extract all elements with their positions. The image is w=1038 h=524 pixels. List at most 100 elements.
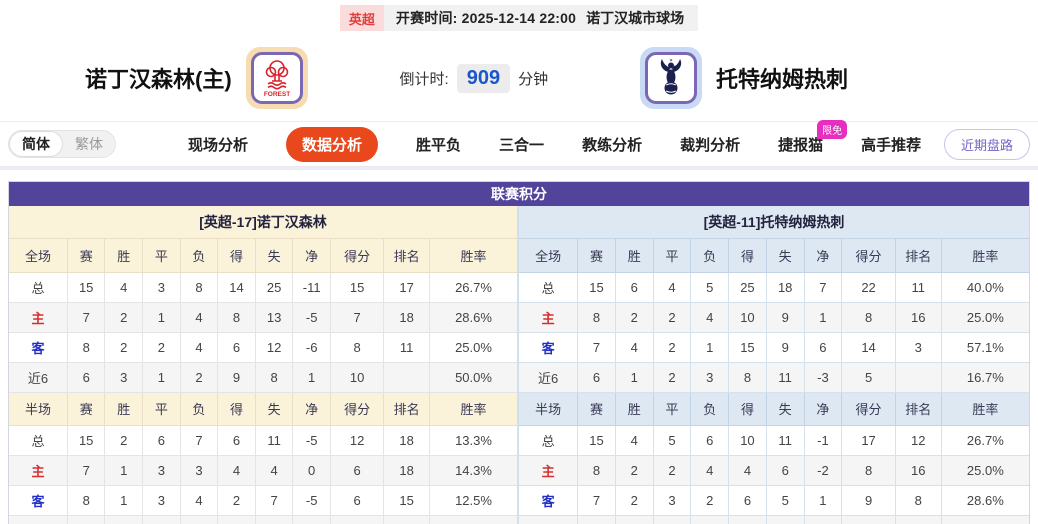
stat-cell: 16.7% [940,362,1029,393]
half-row-home: 主 8 2 2 4 4 6 -2 8 16 25.0% [519,455,1029,486]
stat-cell: 13.3% [429,425,517,456]
column-header: 胜 [614,239,654,273]
stat-cell: 1 [142,302,181,333]
stat-cell: 11 [254,425,294,456]
column-header: 净 [803,392,843,426]
stat-cell: 5 [690,272,730,303]
column-header: 胜率 [429,392,517,426]
row-label: 总 [9,272,68,303]
standings-sections: [英超-17]诺丁汉森林 全场赛胜平负得失净得分 排名 胜率总 15 4 3 8 14 25 -11… [9,206,1029,524]
stat-cell: 12 [254,332,294,363]
stat-cell: 15 [728,332,767,363]
stat-cell: 2 [217,515,256,524]
stat-cell: 3 [179,455,219,486]
stat-cell: 4 [179,485,219,516]
countdown: 倒计时: 909 分钟 [308,63,640,93]
stat-cell: 6 [765,515,805,524]
stat-cell: -5 [292,425,331,456]
tab-3[interactable]: 胜平负 [416,136,462,154]
tab-8[interactable]: 高手推荐 [861,136,922,154]
countdown-value: 909 [456,63,511,93]
column-header: 失 [765,392,805,426]
stat-cell: 8 [577,302,616,333]
stat-cell: 1 [690,332,730,363]
row-label: 客 [519,332,579,363]
stat-cell: 7 [66,302,106,333]
stat-cell: 6 [728,485,767,516]
tab-7[interactable]: 捷报猫 限免 [778,119,848,155]
stat-cell: 2 [652,332,692,363]
countdown-unit: 分钟 [518,70,549,88]
stat-cell: 2 [652,455,692,486]
column-header: 排名 [383,392,430,426]
stat-cell: 16 [894,302,942,333]
stat-cell: 2 [614,485,654,516]
stat-cell: 3 [142,485,181,516]
stat-cell: 10 [728,302,767,333]
stat-cell: -5 [292,302,331,333]
stat-cell: 6 [329,455,385,486]
full-row-total: 总 15 4 3 8 14 25 -11 15 17 26.7% [9,272,517,303]
column-header: 得分 [329,392,385,426]
kickoff-time: 开赛时间: 2025-12-14 22:00 [395,10,577,26]
stat-cell: 40.0% [940,272,1029,303]
league-standings: 联赛积分 [英超-17]诺丁汉森林 全场赛胜平负得失净得分 排名 胜率总 15 4 3 8 14… [8,181,1030,524]
stat-cell: 25.0% [940,455,1029,486]
tab-5[interactable]: 教练分析 [582,136,643,154]
stat-cell: 11 [894,272,942,303]
stat-cell: 2 [652,302,692,333]
stat-cell: 2 [104,302,144,333]
stat-cell: 6 [142,425,181,456]
stat-cell: 15 [577,425,616,456]
away-team-name: 托特纳姆热刺 [715,67,848,92]
stat-cell: -6 [292,332,331,363]
column-header: 失 [254,392,294,426]
row-label: 近6 [9,515,68,524]
stat-cell: 1 [614,515,654,524]
column-header: 平 [652,392,692,426]
stat-cell: 8 [841,302,896,333]
column-header: 全场 [9,239,68,273]
stat-cell: 4 [690,455,730,486]
column-header: 负 [179,239,219,273]
row-label: 近6 [9,362,68,393]
row-label: 总 [519,425,579,456]
stat-cell: 4 [614,332,654,363]
stat-cell: 15 [66,272,106,303]
stat-cell: 5 [652,425,692,456]
stat-cell: 0 [292,455,331,486]
stat-cell: 25 [254,272,294,303]
away-team-logo [639,47,702,109]
lang-traditional-button[interactable]: 繁体 [75,136,103,152]
full-row-away: 客 8 2 2 4 6 12 -6 8 11 25.0% [9,332,517,363]
stat-cell: 2 [217,485,256,516]
full-column-header-row: 全场赛胜平负得失净得分 排名 胜率 [9,239,517,273]
stat-cell: 5 [254,515,294,524]
stat-cell: -3 [292,515,331,524]
stat-cell: 6 [690,425,730,456]
home-team-logo: FOREST [245,47,308,109]
tab-1[interactable]: 现场分析 [188,136,249,154]
column-header: 得 [728,392,767,426]
tab-2[interactable]: 数据分析 [286,126,379,162]
stat-cell: 5 [765,485,805,516]
stat-cell: 18 [383,455,430,486]
column-header: 胜率 [940,239,1029,273]
stat-cell: 13 [254,302,294,333]
stat-cell: 6 [577,515,616,524]
stat-cell: -11 [292,272,331,303]
stat-cell: 3 [142,455,181,486]
tab-6[interactable]: 裁判分析 [680,136,741,154]
stat-cell: 2 [142,332,181,363]
lang-simplified-button[interactable]: 简体 [9,131,63,157]
stat-cell: 9 [765,332,805,363]
recent-trend-button[interactable]: 近期盘路 [943,128,1030,160]
half-row-away: 客 8 1 3 4 2 7 -5 6 15 12.5% [9,485,517,516]
stat-cell: 1 [292,362,331,393]
column-header: 全场 [519,239,579,273]
stat-cell: 6 [577,362,616,393]
section-team-header: [英超-11]托特纳姆热刺 [519,206,1029,239]
tab-4[interactable]: 三合一 [499,136,545,154]
stat-cell: -3 [803,362,843,393]
